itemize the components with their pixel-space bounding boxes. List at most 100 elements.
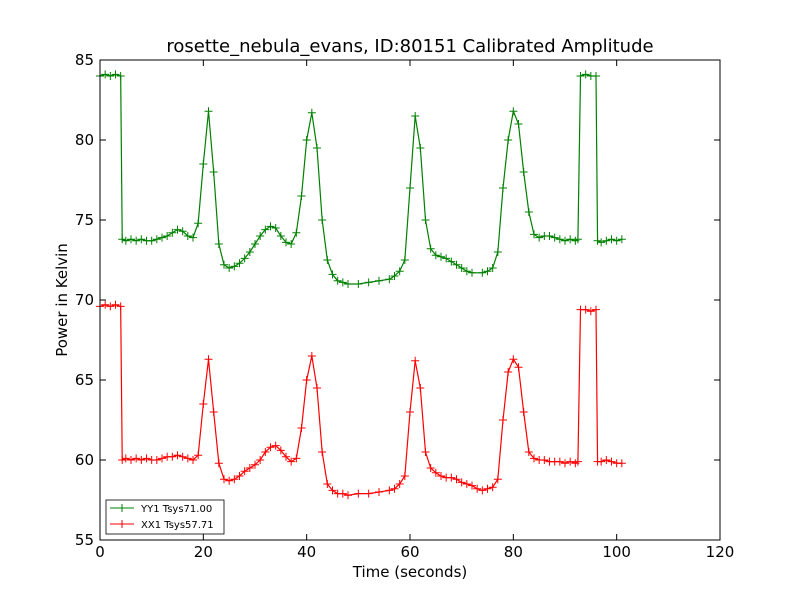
data-point	[421, 216, 430, 224]
data-point	[385, 486, 394, 495]
data-point	[462, 480, 471, 488]
data-point	[478, 486, 487, 495]
series-layer	[96, 70, 626, 500]
data-point	[483, 484, 492, 493]
data-point	[530, 230, 538, 239]
data-point	[209, 408, 218, 416]
data-point	[307, 108, 316, 117]
data-point	[183, 454, 192, 463]
y-tick-label: 85	[75, 51, 94, 69]
data-point	[152, 235, 161, 244]
x-axis-title: Time (seconds)	[352, 563, 468, 581]
legend-box	[105, 499, 225, 535]
data-point	[328, 270, 337, 279]
x-tick-label: 20	[194, 543, 213, 561]
data-point	[416, 144, 425, 152]
data-point	[573, 235, 582, 244]
data-point	[431, 251, 440, 260]
x-tick-label: 0	[95, 543, 105, 561]
data-point	[493, 475, 502, 484]
data-point	[509, 355, 518, 364]
data-point	[395, 267, 404, 276]
data-point	[240, 254, 249, 263]
data-point	[189, 233, 197, 242]
data-point	[566, 457, 575, 466]
data-point	[452, 475, 461, 484]
data-point	[271, 224, 280, 232]
ticks-layer: 0 20 40 60 80 100 120 55 60 65 70 75 80 85	[75, 51, 734, 561]
data-point	[214, 240, 223, 248]
data-point	[540, 456, 549, 464]
data-point	[354, 280, 363, 288]
data-point	[333, 276, 342, 285]
data-point	[364, 278, 373, 287]
data-point	[468, 268, 476, 277]
data-point	[118, 456, 127, 464]
data-point	[209, 168, 218, 176]
data-point	[338, 489, 347, 498]
data-point	[555, 457, 564, 466]
legend: YY1 Tsys71.00 XX1 Tsys57.71	[105, 499, 225, 535]
data-point	[256, 456, 265, 464]
data-point	[168, 228, 177, 237]
data-point	[524, 448, 533, 456]
data-point	[576, 72, 585, 80]
data-point	[395, 480, 404, 488]
data-point	[178, 227, 187, 236]
data-point	[251, 460, 259, 469]
data-point	[116, 72, 125, 80]
data-point	[163, 232, 172, 240]
data-point	[132, 236, 141, 245]
data-point	[245, 464, 254, 472]
data-point	[431, 468, 440, 477]
data-point	[106, 72, 115, 80]
data-point	[282, 452, 290, 461]
data-point	[116, 302, 125, 311]
data-point	[452, 260, 461, 269]
data-point	[519, 408, 528, 416]
data-point	[550, 233, 559, 242]
data-point	[468, 481, 476, 490]
data-point	[194, 219, 203, 228]
data-point	[282, 238, 290, 247]
legend-marker-xx1	[118, 520, 126, 528]
x-tick-label: 40	[297, 543, 316, 561]
data-point	[199, 160, 208, 168]
data-point	[573, 457, 582, 466]
data-point	[504, 368, 513, 376]
data-point	[137, 456, 146, 464]
data-point	[251, 240, 259, 248]
data-point	[592, 72, 600, 80]
data-point	[364, 489, 373, 498]
data-point	[390, 272, 399, 280]
data-point	[483, 267, 492, 276]
data-point	[411, 356, 420, 365]
data-point	[344, 491, 352, 500]
data-point	[266, 222, 275, 231]
data-point	[406, 408, 414, 416]
data-point	[111, 70, 120, 79]
data-point	[400, 256, 409, 264]
data-point	[204, 107, 213, 116]
data-point	[390, 484, 399, 493]
data-point	[561, 236, 569, 245]
series-xx1	[96, 300, 626, 500]
data-point	[292, 228, 301, 237]
data-point	[230, 475, 239, 484]
data-point	[230, 262, 239, 271]
data-point	[127, 235, 135, 244]
chart-title: rosette_nebula_evans, ID:80151 Calibrate…	[166, 36, 653, 57]
series-yy1	[96, 70, 626, 288]
data-point	[328, 486, 337, 495]
data-point	[313, 144, 321, 152]
data-point	[561, 459, 569, 468]
data-point	[121, 236, 130, 245]
data-point	[101, 70, 110, 79]
data-point	[152, 456, 161, 464]
data-point	[519, 168, 528, 176]
data-point	[385, 275, 394, 284]
data-point	[307, 352, 316, 360]
data-point	[411, 112, 420, 120]
data-point	[276, 232, 285, 240]
data-point	[111, 300, 120, 309]
